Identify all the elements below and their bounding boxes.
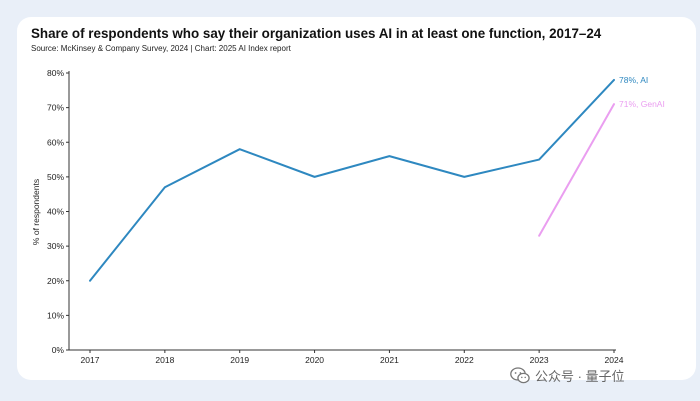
series-end-label: 78%, AI (619, 75, 648, 85)
y-tick-label: 60% (47, 137, 64, 147)
y-tick-label: 30% (47, 241, 64, 251)
x-axis-ticks: 2017 2018 2019 2020 2021 2022 2023 2024 (81, 350, 624, 365)
y-tick-label: 70% (47, 103, 64, 113)
x-tick-label: 2018 (155, 355, 174, 365)
x-tick-label: 2021 (380, 355, 399, 365)
y-tick-label: 0% (52, 345, 65, 355)
y-tick-label: 20% (47, 276, 64, 286)
chart-subtitle: Source: McKinsey & Company Survey, 2024 … (31, 44, 291, 53)
y-axis-ticks: 0% 10% 20% 30% 40% 50% 60% 70% 80% (47, 68, 69, 355)
y-tick-label: 50% (47, 172, 64, 182)
series-line (538, 103, 615, 237)
x-tick-label: 2022 (455, 355, 474, 365)
x-tick-label: 2020 (305, 355, 324, 365)
y-axis-label: % of respondents (31, 179, 41, 245)
chart-card (17, 17, 696, 380)
series-line (89, 78, 615, 282)
wechat-icon (510, 367, 530, 384)
chart-title: Share of respondents who say their organ… (31, 26, 602, 41)
y-tick-label: 80% (47, 68, 64, 78)
watermark: 公众号 · 量子位 (510, 366, 625, 385)
x-tick-label: 2023 (530, 355, 549, 365)
axes (68, 71, 616, 351)
y-tick-label: 10% (47, 310, 64, 320)
series-end-label: 71%, GenAI (619, 99, 665, 109)
watermark-text: 公众号 · 量子位 (535, 369, 625, 384)
y-tick-label: 40% (47, 207, 64, 217)
series-lines (89, 78, 615, 282)
x-tick-label: 2017 (81, 355, 100, 365)
x-tick-label: 2019 (230, 355, 249, 365)
x-tick-label: 2024 (605, 355, 624, 365)
series-end-labels: 78%, AI 71%, GenAI (619, 75, 665, 109)
